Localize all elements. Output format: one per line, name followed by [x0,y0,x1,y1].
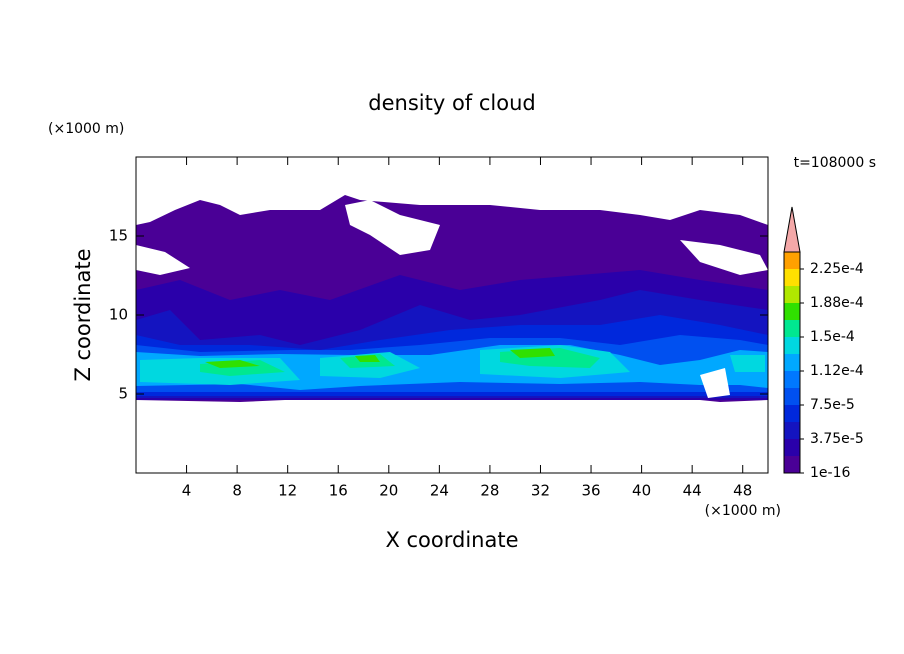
y-tick-label: 15 [109,227,128,245]
colorbar-tick-label: 7.5e-5 [810,397,855,413]
colorbar-band [784,320,800,337]
colorbar-tick-label: 1e-16 [810,465,850,481]
x-tick-label: 44 [683,482,702,500]
colorbar-extend [783,206,801,253]
colorbar-band [784,252,800,269]
x-tick-label: 28 [480,482,499,500]
x-tick-label: 36 [581,482,600,500]
colorbar-band [784,286,800,303]
colorbar-band [784,422,800,439]
colorbar-band [784,405,800,422]
y-tick-label: 5 [118,385,128,403]
colorbar-band [784,388,800,405]
x-axis-label: X coordinate [385,528,518,552]
colorbar-band [784,269,800,286]
x-tick-label: 8 [232,482,242,500]
chart-title: density of cloud [368,91,535,115]
field-band [205,348,555,368]
colorbar-band [784,303,800,320]
x-tick-label: 24 [430,482,449,500]
colorbar-tick-label: 1.5e-4 [810,329,855,345]
y-unit: (×1000 m) [48,121,124,137]
field-hole [680,240,768,275]
field-hole [700,368,730,398]
colorbar-tick-label: 1.12e-4 [810,363,864,379]
x-tick-label: 40 [632,482,651,500]
x-tick-label: 12 [278,482,297,500]
y-axis-label: Z coordinate [71,248,95,381]
colorbar-band [784,456,800,473]
colorbar-band [784,371,800,388]
cloud-field [136,195,768,402]
x-tick-label: 48 [733,482,752,500]
colorbar-band [784,337,800,354]
colorbar-tick-label: 2.25e-4 [810,261,864,277]
x-unit: (×1000 m) [705,503,781,519]
field-hole [136,245,190,275]
colorbar-frame [783,251,801,474]
colorbar-band [784,354,800,371]
colorbar-tick-label: 3.75e-5 [810,431,864,447]
field-hole [345,200,440,255]
y-tick-label: 10 [109,306,128,324]
field-band [200,348,600,376]
colorbar-tick-label: 1.88e-4 [810,295,864,311]
x-tick-label: 20 [379,482,398,500]
x-tick-label: 16 [329,482,348,500]
field-band [140,345,765,385]
time-label: t=108000 s [794,155,876,171]
x-tick-label: 4 [182,482,192,500]
colorbar-band [784,439,800,456]
x-tick-label: 32 [531,482,550,500]
